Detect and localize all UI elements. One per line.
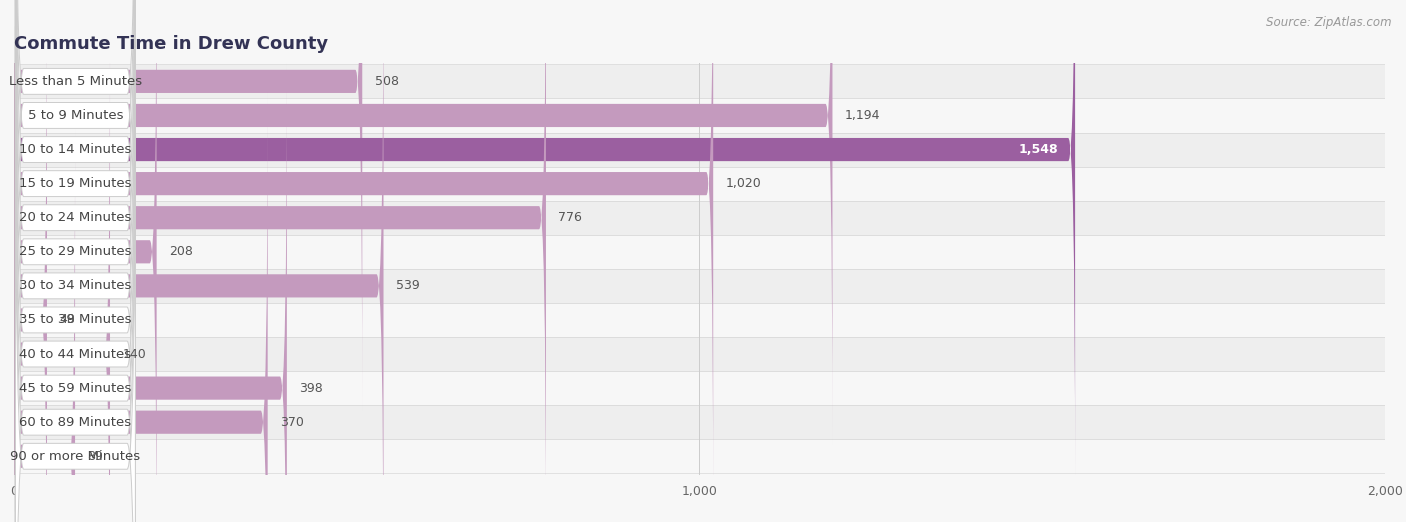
- Text: 1,548: 1,548: [1018, 143, 1057, 156]
- Text: Source: ZipAtlas.com: Source: ZipAtlas.com: [1267, 16, 1392, 29]
- FancyBboxPatch shape: [15, 26, 135, 522]
- Text: Less than 5 Minutes: Less than 5 Minutes: [8, 75, 142, 88]
- Text: 776: 776: [558, 211, 582, 224]
- FancyBboxPatch shape: [14, 93, 267, 522]
- Bar: [14, 371, 1385, 405]
- FancyBboxPatch shape: [14, 0, 1076, 479]
- FancyBboxPatch shape: [15, 0, 135, 522]
- Text: 1,020: 1,020: [725, 177, 761, 190]
- Text: Commute Time in Drew County: Commute Time in Drew County: [14, 35, 328, 53]
- FancyBboxPatch shape: [15, 0, 135, 522]
- FancyBboxPatch shape: [14, 0, 832, 445]
- Text: 40 to 44 Minutes: 40 to 44 Minutes: [20, 348, 132, 361]
- Text: 25 to 29 Minutes: 25 to 29 Minutes: [20, 245, 132, 258]
- FancyBboxPatch shape: [14, 0, 713, 513]
- Text: 35 to 39 Minutes: 35 to 39 Minutes: [20, 313, 132, 326]
- Text: 90 or more Minutes: 90 or more Minutes: [10, 450, 141, 463]
- FancyBboxPatch shape: [14, 0, 363, 411]
- FancyBboxPatch shape: [14, 0, 156, 522]
- Bar: [14, 200, 1385, 235]
- FancyBboxPatch shape: [14, 25, 110, 522]
- Bar: [14, 167, 1385, 200]
- FancyBboxPatch shape: [15, 0, 135, 522]
- FancyBboxPatch shape: [14, 127, 75, 522]
- Text: 30 to 34 Minutes: 30 to 34 Minutes: [20, 279, 132, 292]
- FancyBboxPatch shape: [15, 0, 135, 522]
- Text: 45 to 59 Minutes: 45 to 59 Minutes: [20, 382, 132, 395]
- Text: 15 to 19 Minutes: 15 to 19 Minutes: [20, 177, 132, 190]
- Bar: [14, 405, 1385, 439]
- FancyBboxPatch shape: [15, 0, 135, 522]
- FancyBboxPatch shape: [15, 0, 135, 512]
- FancyBboxPatch shape: [15, 0, 135, 522]
- FancyBboxPatch shape: [15, 60, 135, 522]
- Text: 89: 89: [87, 450, 103, 463]
- FancyBboxPatch shape: [14, 0, 46, 522]
- Bar: [14, 99, 1385, 133]
- FancyBboxPatch shape: [15, 0, 135, 522]
- FancyBboxPatch shape: [15, 0, 135, 522]
- Text: 20 to 24 Minutes: 20 to 24 Minutes: [20, 211, 132, 224]
- Text: 140: 140: [122, 348, 146, 361]
- Text: 5 to 9 Minutes: 5 to 9 Minutes: [28, 109, 124, 122]
- Text: 1,194: 1,194: [845, 109, 880, 122]
- FancyBboxPatch shape: [14, 0, 384, 522]
- Text: 539: 539: [396, 279, 419, 292]
- Text: 398: 398: [299, 382, 323, 395]
- Text: 60 to 89 Minutes: 60 to 89 Minutes: [20, 416, 132, 429]
- Bar: [14, 269, 1385, 303]
- Text: 508: 508: [374, 75, 398, 88]
- Bar: [14, 337, 1385, 371]
- Bar: [14, 133, 1385, 167]
- FancyBboxPatch shape: [14, 0, 546, 522]
- Bar: [14, 64, 1385, 99]
- Text: 208: 208: [169, 245, 193, 258]
- FancyBboxPatch shape: [15, 0, 135, 478]
- Bar: [14, 303, 1385, 337]
- Text: 48: 48: [59, 313, 75, 326]
- Bar: [14, 439, 1385, 473]
- Text: 10 to 14 Minutes: 10 to 14 Minutes: [20, 143, 132, 156]
- Text: 370: 370: [280, 416, 304, 429]
- Bar: [14, 235, 1385, 269]
- FancyBboxPatch shape: [14, 59, 287, 522]
